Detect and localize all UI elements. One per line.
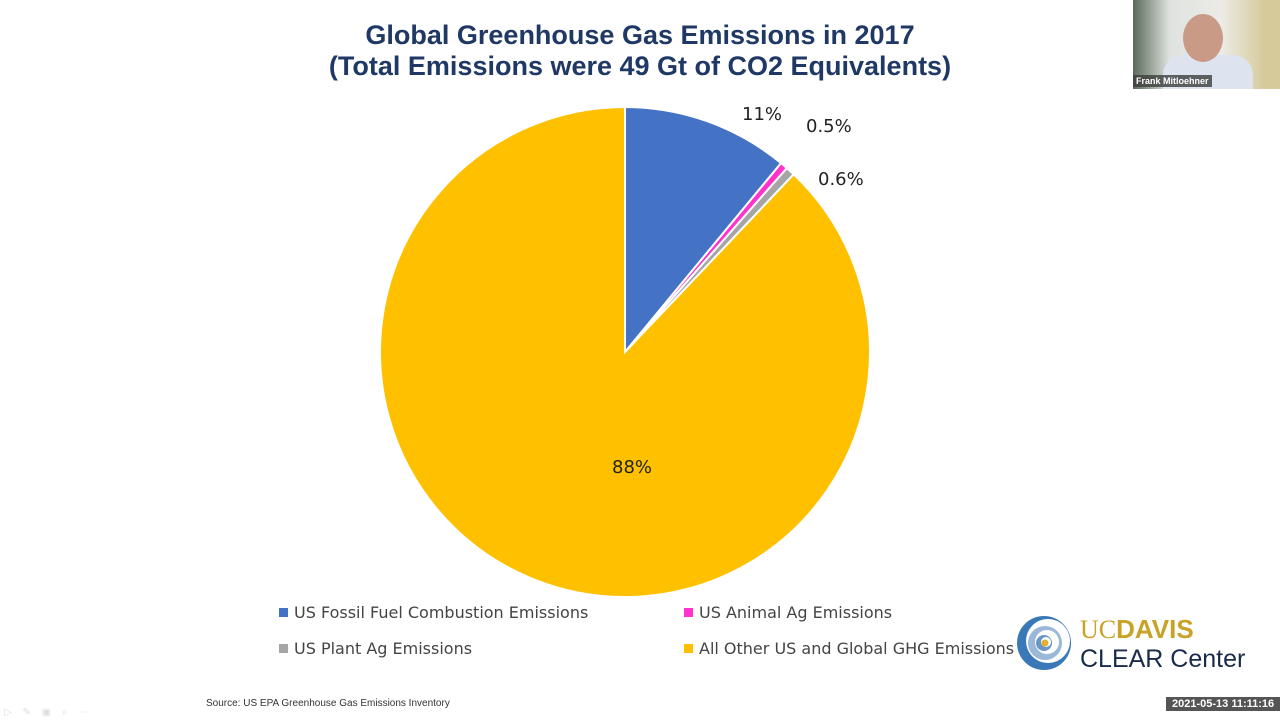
legend-item-plant: US Plant Ag Emissions xyxy=(279,639,472,658)
participant-name: Frank Mitloehner xyxy=(1133,75,1212,87)
legend-label: US Fossil Fuel Combustion Emissions xyxy=(294,603,589,622)
legend-item-fossil: US Fossil Fuel Combustion Emissions xyxy=(279,603,588,622)
source-note: Source: US EPA Greenhouse Gas Emissions … xyxy=(206,698,450,709)
legend-swatch xyxy=(684,644,693,653)
pie-slice-0 xyxy=(624,105,783,355)
slide-controls[interactable]: ▷ ✎ ▣ ⌕ ⋯ xyxy=(4,707,93,718)
slice-label-plant: 0.6% xyxy=(818,169,864,190)
subtitle-line: (Total Emissions were 49 Gt of CO2 Equiv… xyxy=(328,51,952,81)
legend-label: All Other US and Global GHG Emissions xyxy=(699,639,1015,658)
legend-swatch xyxy=(279,608,288,617)
pie-slice-3 xyxy=(379,105,871,598)
slice-label-fossil: 11% xyxy=(742,104,783,125)
clear-center-logo-icon xyxy=(1017,616,1071,670)
video-thumbnail[interactable]: Frank Mitloehner xyxy=(1133,0,1280,89)
legend-swatch xyxy=(279,644,288,653)
timestamp: 2021-05-13 11:11:16 xyxy=(1166,697,1280,711)
legend-item-animal: US Animal Ag Emissions xyxy=(684,603,892,622)
ucdavis-wordmark: UCDAVIS xyxy=(1080,614,1194,644)
title-line: Global Greenhouse Gas Emissions in 2017 xyxy=(365,20,915,50)
slice-label-other: 88% xyxy=(612,457,653,478)
slice-label-animal: 0.5% xyxy=(806,116,852,137)
chart-title: Global Greenhouse Gas Emissions in 2017 … xyxy=(0,20,1280,82)
legend-swatch xyxy=(684,608,693,617)
clear-center-wordmark: CLEAR Center xyxy=(1080,645,1246,673)
legend-label: US Animal Ag Emissions xyxy=(699,603,893,622)
legend-label: US Plant Ag Emissions xyxy=(294,639,473,658)
legend-item-other: All Other US and Global GHG Emissions xyxy=(684,639,1014,658)
person-face xyxy=(1183,14,1223,62)
